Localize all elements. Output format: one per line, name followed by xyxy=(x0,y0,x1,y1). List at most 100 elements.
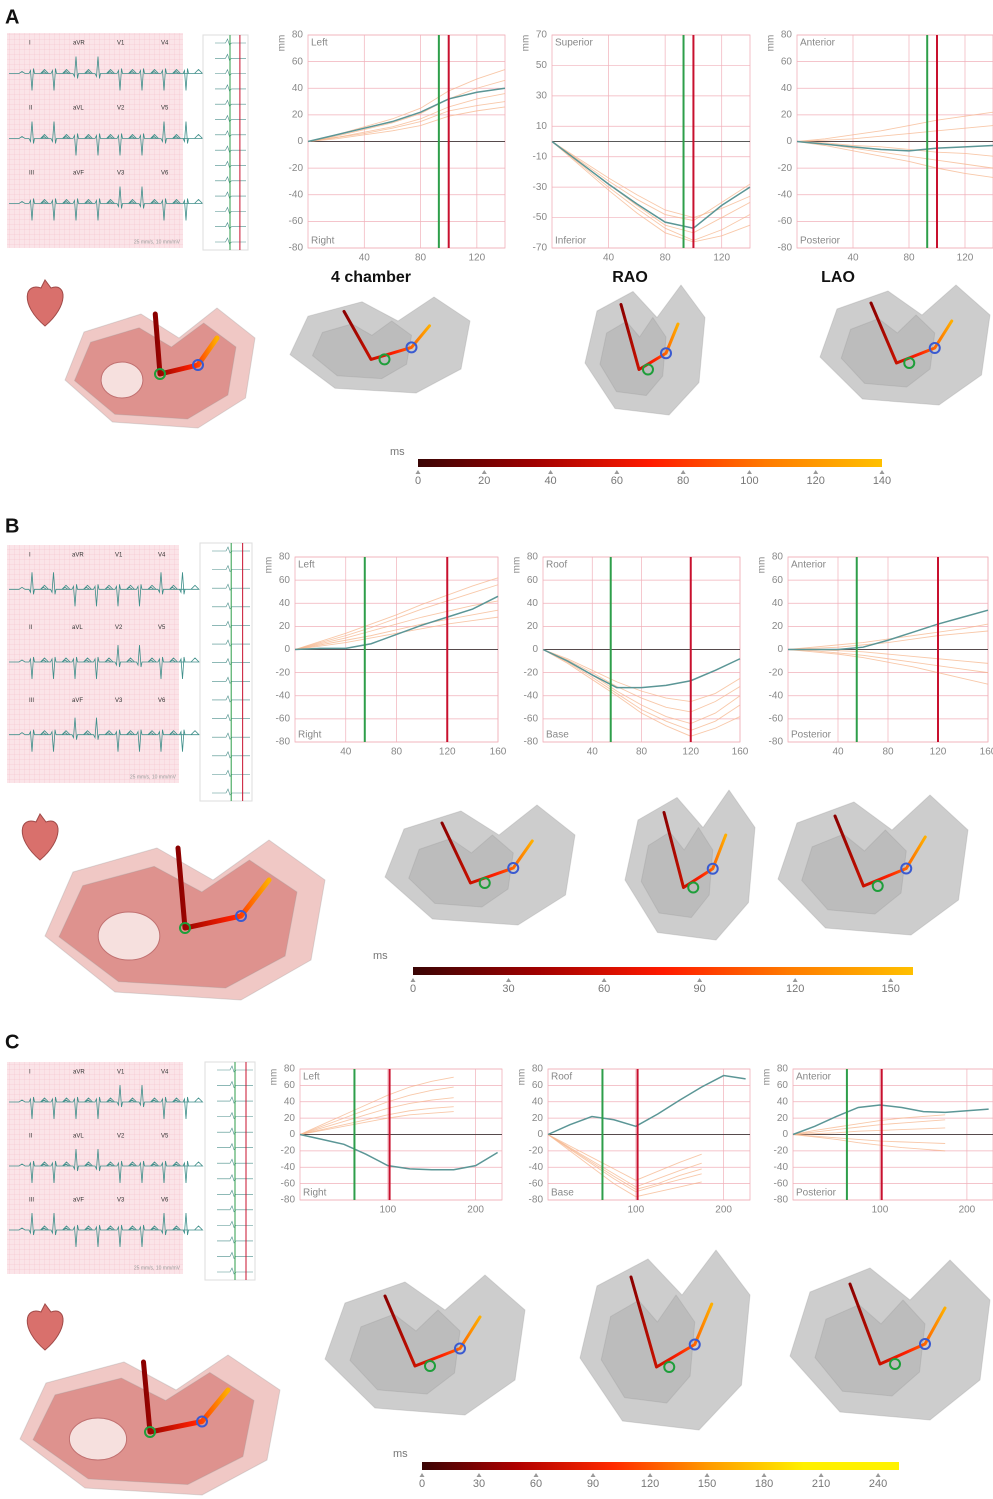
chamber-opening xyxy=(101,362,143,398)
colorbar: ms0306090120150 xyxy=(373,950,913,995)
direction-label: Posterior xyxy=(796,1188,837,1199)
y-axis-label: mm xyxy=(512,557,523,574)
lead-label: V3 xyxy=(115,698,123,704)
chamber-opening xyxy=(98,912,160,960)
colorbar-tick xyxy=(681,470,686,474)
direction-label: Base xyxy=(546,730,569,741)
ecg-scale-note: 25 mm/s, 10 mm/mV xyxy=(130,774,177,780)
y-tick-label: 20 xyxy=(279,621,291,632)
y-tick-label: -60 xyxy=(529,1178,544,1189)
y-axis-label: mm xyxy=(521,35,532,52)
lead-label: III xyxy=(29,171,34,177)
panel-letter: A xyxy=(5,6,19,28)
y-tick-label: 80 xyxy=(532,1064,544,1075)
y-tick-label: 60 xyxy=(532,1080,544,1091)
colorbar-tick xyxy=(762,1473,767,1477)
colorbar-tick-label: 120 xyxy=(807,475,825,487)
y-tick-label: -40 xyxy=(529,1162,544,1173)
y-axis-label: mm xyxy=(762,1069,773,1086)
y-tick-label: 80 xyxy=(527,552,539,563)
y-tick-label: 40 xyxy=(292,83,304,94)
colorbar-tick-label: 0 xyxy=(410,983,416,995)
line-chart: -80-60-40-200204060804080120160mmLeftRig… xyxy=(264,552,507,758)
x-tick-label: 100 xyxy=(872,1205,889,1216)
line-chart: -80-60-40-20020406080100200mmLeftRight xyxy=(269,1064,502,1216)
view-title: LAO xyxy=(821,269,855,286)
direction-label: Left xyxy=(311,38,328,49)
y-tick-label: 50 xyxy=(536,60,548,71)
line-chart: -80-60-40-200204060804080120mmAnteriorPo… xyxy=(766,30,993,264)
y-tick-label: -60 xyxy=(774,1178,789,1189)
x-tick-label: 80 xyxy=(391,747,403,758)
y-tick-label: -40 xyxy=(778,189,793,200)
y-tick-label: -60 xyxy=(778,216,793,227)
x-tick-label: 160 xyxy=(490,747,507,758)
y-axis-label: mm xyxy=(517,1069,528,1086)
y-tick-label: -60 xyxy=(524,714,539,725)
colorbar-tick xyxy=(482,470,487,474)
colorbar-tick-label: 40 xyxy=(544,475,556,487)
colorbar-tick-label: 140 xyxy=(873,475,891,487)
y-tick-label: -80 xyxy=(289,243,304,254)
colorbar-scale xyxy=(413,967,913,975)
colorbar-tick-label: 30 xyxy=(502,983,514,995)
anatomy xyxy=(20,1250,990,1495)
lead-label: V5 xyxy=(158,625,166,631)
lead-label: III xyxy=(29,698,34,704)
y-tick-label: -80 xyxy=(774,1195,789,1206)
x-tick-label: 200 xyxy=(467,1205,484,1216)
colorbar-tick xyxy=(602,978,607,982)
y-tick-label: 60 xyxy=(777,1080,789,1091)
y-tick-label: -20 xyxy=(778,163,793,174)
y-tick-label: 80 xyxy=(772,552,784,563)
y-tick-label: 20 xyxy=(292,110,304,121)
y-tick-label: 0 xyxy=(284,644,290,655)
view-title: 4 chamber xyxy=(331,269,411,286)
y-tick-label: 80 xyxy=(777,1064,789,1075)
y-tick-label: 80 xyxy=(781,30,793,41)
ecg: IaVRV1V4IIaVLV2V5IIIaVFV3V625 mm/s, 10 m… xyxy=(7,543,252,801)
y-tick-label: 80 xyxy=(292,30,304,41)
y-tick-label: 40 xyxy=(772,598,784,609)
y-tick-label: 0 xyxy=(297,136,303,147)
colorbar-label: ms xyxy=(393,1448,408,1460)
lead-label: V2 xyxy=(115,625,123,631)
y-axis-label: mm xyxy=(264,557,275,574)
x-tick-label: 40 xyxy=(359,253,371,264)
colorbar-tick-label: 180 xyxy=(755,1478,773,1490)
direction-label: Inferior xyxy=(555,236,587,247)
x-tick-label: 80 xyxy=(903,253,915,264)
panel-letter: B xyxy=(5,515,19,537)
line-chart: -80-60-40-200204060804080120mmLeftRight xyxy=(277,30,505,264)
colorbar-tick-label: 150 xyxy=(882,983,900,995)
x-tick-label: 160 xyxy=(980,747,993,758)
lead-label: V2 xyxy=(117,106,125,112)
ecg-scale-note: 25 mm/s, 10 mm/mV xyxy=(134,1265,181,1271)
y-axis-label: mm xyxy=(269,1069,280,1086)
colorbar-tick xyxy=(888,978,893,982)
heart-icon xyxy=(27,280,63,326)
lead-label: V3 xyxy=(117,171,125,177)
x-tick-label: 120 xyxy=(713,253,730,264)
ecg-scale-note: 25 mm/s, 10 mm/mV xyxy=(134,239,181,245)
lead-label: aVR xyxy=(73,1070,85,1076)
y-tick-label: 60 xyxy=(527,575,539,586)
colorbar-tick-label: 0 xyxy=(419,1478,425,1490)
line-chart: -80-60-40-20020406080100200mmRoofBase xyxy=(517,1064,750,1216)
x-tick-label: 100 xyxy=(379,1205,396,1216)
colorbar-tick-label: 80 xyxy=(677,475,689,487)
y-tick-label: -60 xyxy=(276,714,291,725)
lead-label: V2 xyxy=(117,1134,125,1140)
y-tick-label: -60 xyxy=(289,216,304,227)
y-tick-label: 60 xyxy=(772,575,784,586)
colorbar-tick-label: 90 xyxy=(587,1478,599,1490)
x-tick-label: 80 xyxy=(882,747,894,758)
lead-label: V1 xyxy=(117,41,125,47)
colorbar-tick xyxy=(411,978,416,982)
y-tick-label: -20 xyxy=(769,667,784,678)
y-tick-label: -80 xyxy=(524,737,539,748)
direction-label: Posterior xyxy=(800,236,841,247)
y-axis-label: mm xyxy=(766,35,777,52)
colorbar-tick xyxy=(813,470,818,474)
